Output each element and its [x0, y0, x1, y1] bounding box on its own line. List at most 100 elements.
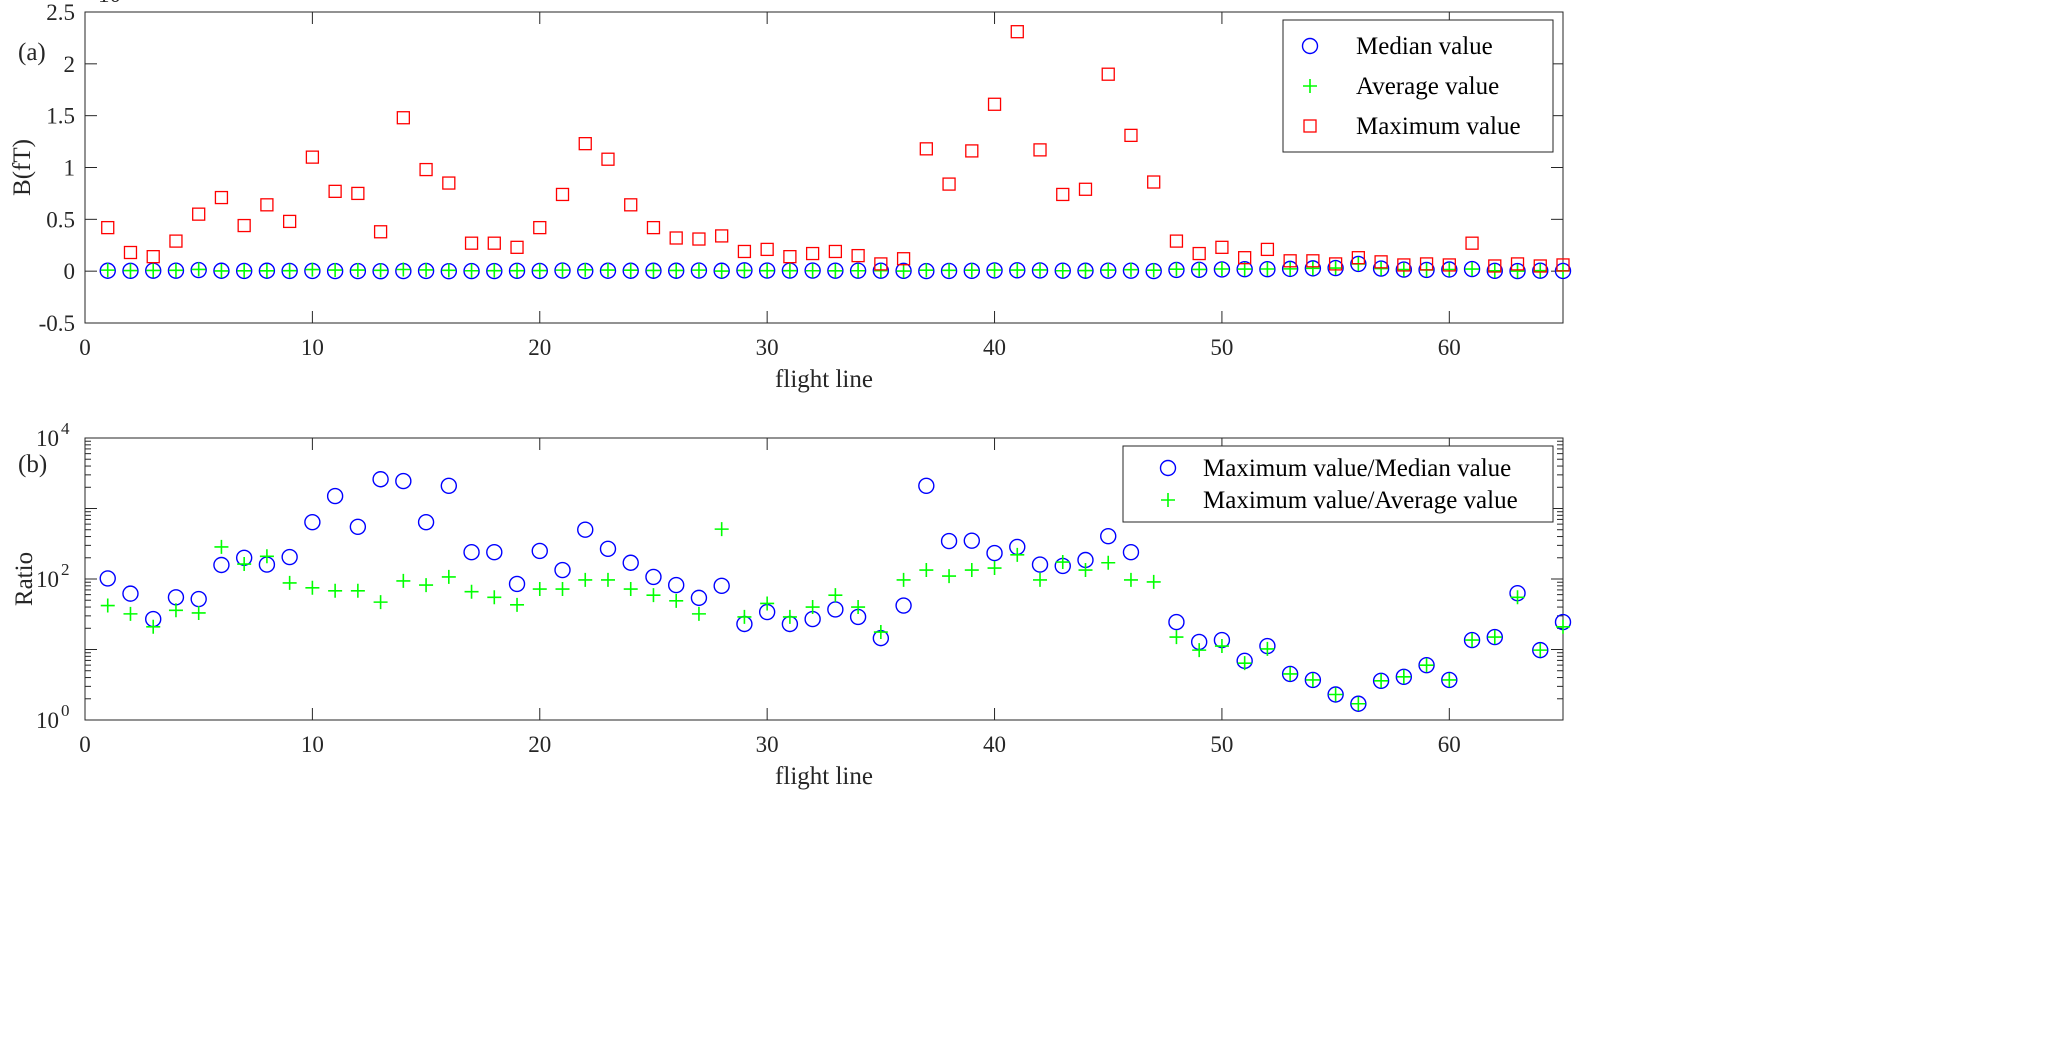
median-point [804, 262, 821, 279]
average-point [510, 263, 525, 278]
legend-entry: Maximum value [1356, 113, 1521, 140]
average-point [646, 263, 661, 278]
average-point [237, 263, 252, 278]
average-point [191, 262, 206, 277]
x-tick-label: 10 [301, 732, 324, 757]
median-point [235, 262, 253, 280]
legend: Median value Average value Maximum value [1282, 19, 1554, 153]
median-point [827, 262, 844, 279]
x-tick-label: 30 [756, 732, 779, 757]
median-point [736, 262, 753, 279]
median-point [1350, 695, 1367, 712]
median-point [554, 262, 571, 279]
maximum-point [533, 220, 547, 235]
maximum-point [555, 187, 570, 202]
average-point [100, 263, 115, 278]
maximum-point [805, 246, 820, 261]
median-point [577, 521, 594, 538]
average-point [1374, 261, 1389, 276]
legend-entry: Maximum value/Average value [1203, 487, 1518, 514]
average-point [555, 582, 570, 597]
average-point [987, 561, 1002, 576]
maximum-point [169, 234, 183, 248]
median-point [849, 262, 867, 279]
average-point [1303, 79, 1317, 93]
average-point [760, 596, 775, 611]
average-point [1465, 262, 1480, 277]
legend: Maximum value/Median value Maximum value/… [1122, 445, 1554, 523]
maximum-point [214, 190, 229, 205]
average-point [1055, 263, 1070, 278]
average-point [805, 263, 820, 278]
average-point [282, 575, 297, 590]
maximum-point [669, 231, 683, 245]
average-point [441, 569, 456, 584]
average-point [1237, 656, 1252, 671]
average-point [1556, 619, 1570, 634]
maximum-point [1465, 236, 1479, 250]
average-point [419, 578, 434, 593]
average-point [1283, 666, 1298, 681]
average-point [123, 606, 138, 621]
y-tick-label: 10 [36, 426, 59, 451]
maximum-point [1306, 254, 1320, 268]
median-point [872, 262, 890, 279]
maximum-point [510, 240, 524, 254]
average-point [214, 263, 229, 278]
maximum-point [896, 252, 911, 266]
average-point [396, 262, 411, 277]
panel-label: (a) [18, 39, 46, 66]
average-point [1055, 555, 1070, 570]
y-tick-label: 0 [64, 259, 76, 284]
median-point [281, 262, 298, 280]
median-point [486, 543, 503, 561]
median-point [1236, 260, 1253, 278]
series-maximum-value-median-value [99, 471, 1572, 712]
average-point [896, 264, 911, 279]
average-point [1161, 493, 1175, 507]
average-point [1033, 572, 1048, 587]
average-point [1305, 261, 1320, 276]
average-point [100, 598, 115, 613]
median-point [918, 477, 935, 494]
median-point [1395, 261, 1413, 278]
median-point [622, 554, 639, 571]
maximum-point [874, 257, 888, 271]
average-point [1305, 672, 1320, 687]
maximum-point [419, 162, 433, 177]
average-point [782, 609, 797, 624]
average-point [1351, 696, 1366, 711]
average-point [942, 569, 957, 584]
maximum-point [1010, 25, 1024, 39]
maximum-point [146, 250, 160, 264]
average-point [464, 263, 479, 278]
average-point [1192, 262, 1207, 277]
average-point [1419, 658, 1434, 673]
median-point [99, 570, 116, 587]
average-point [1214, 639, 1229, 654]
median-point [668, 576, 685, 594]
y-tick-exponent: 4 [61, 419, 70, 438]
average-point [1169, 630, 1184, 645]
maximum-point [851, 248, 865, 263]
y-tick-exponent: 0 [61, 701, 70, 720]
median-point [1327, 686, 1344, 703]
average-point [305, 262, 320, 277]
average-point [1010, 547, 1025, 562]
average-point [1533, 263, 1548, 278]
median-point [645, 262, 662, 279]
median-point [599, 540, 617, 558]
maximum-point [942, 177, 956, 191]
median-point [690, 262, 708, 279]
maximum-point [828, 244, 843, 259]
legend-entry: Average value [1356, 73, 1499, 100]
maximum-point [442, 176, 456, 190]
median-point [213, 262, 230, 279]
y-tick-label: 0.5 [46, 207, 75, 232]
average-point [1396, 669, 1411, 684]
x-tick-label: 10 [301, 335, 324, 360]
x-tick-label: 50 [1210, 335, 1233, 360]
maximum-point [282, 214, 297, 229]
average-point [510, 597, 525, 612]
average-point [1374, 673, 1389, 688]
